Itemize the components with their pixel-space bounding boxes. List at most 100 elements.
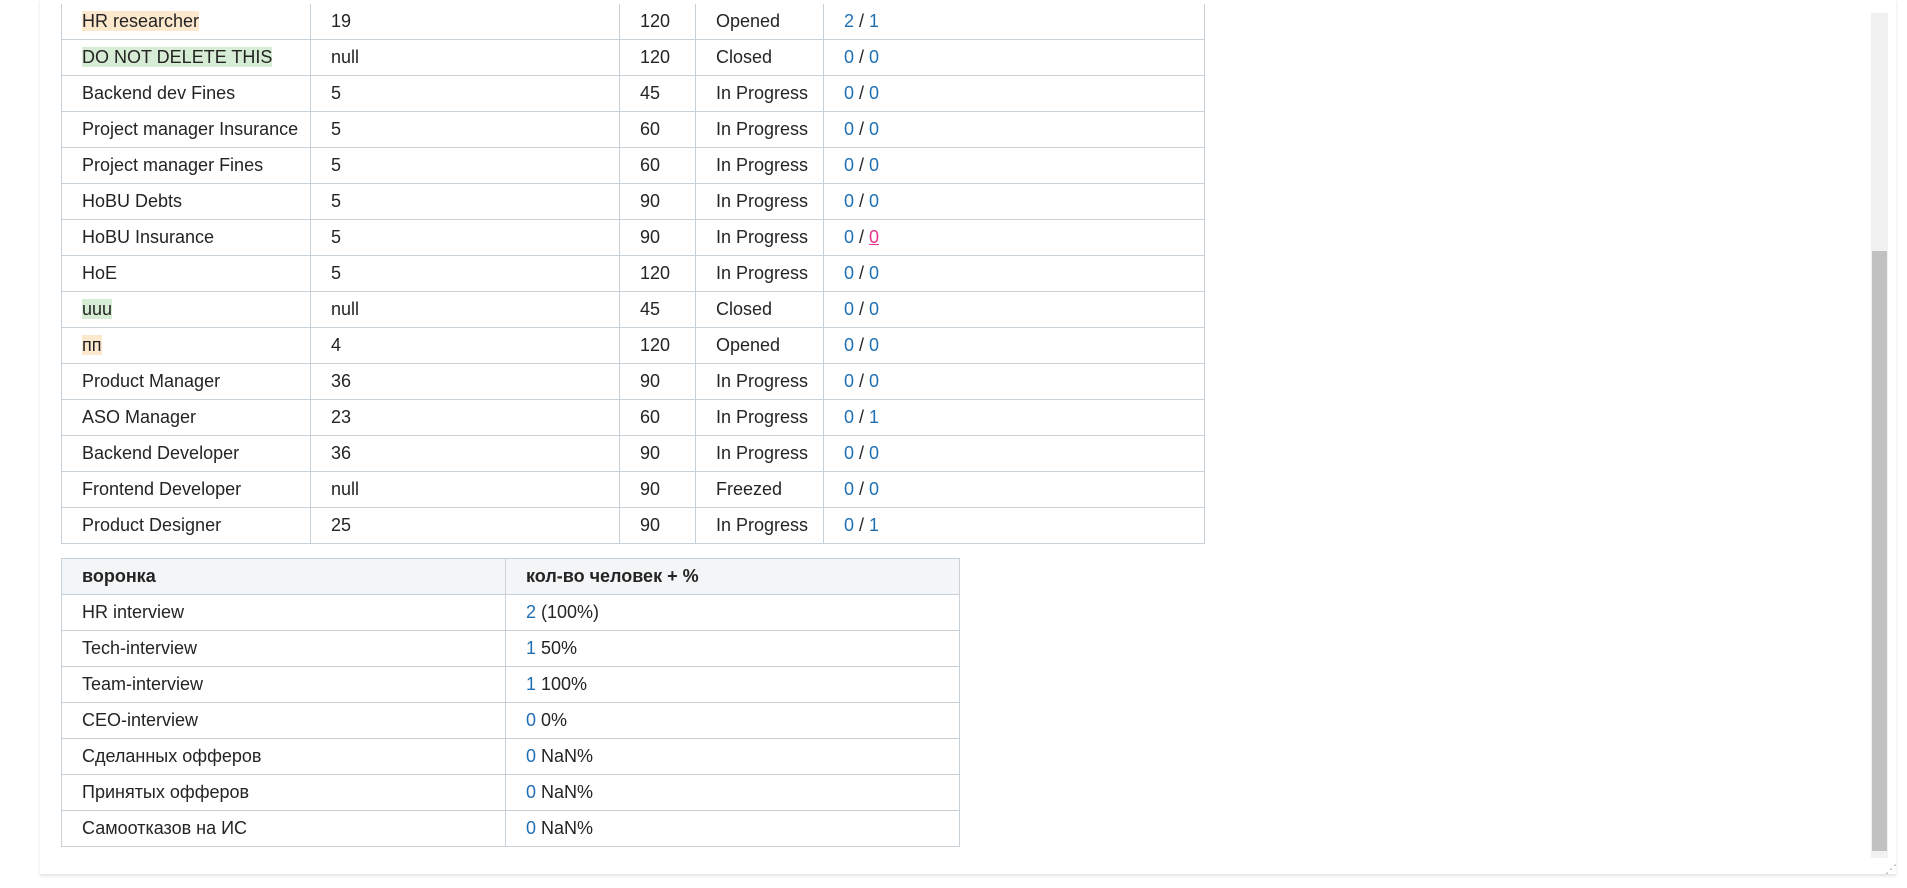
candidates-count-link[interactable]: 0 <box>869 191 880 211</box>
funnel-row: Сделанных офферов 0 NaN% <box>61 738 960 775</box>
candidates-count-link[interactable]: 0 <box>869 335 880 355</box>
funnel-percent: NaN% <box>536 782 594 802</box>
position-candidates-cell: 0 / 0 <box>823 291 1205 328</box>
candidates-separator: / <box>854 83 870 103</box>
position-row: Project manager Insurance 5 60 In Progress 0… <box>61 111 1205 148</box>
candidates-count-link[interactable]: 0 <box>844 515 855 535</box>
position-name: HR researcher <box>82 11 200 31</box>
positions-table: HR researcher 19 120 Opened 2 / 1 DO NOT DELE… <box>61 4 1205 544</box>
funnel-row: HR interview 2 (100%) <box>61 594 960 631</box>
position-candidates-cell: 0 / 0 <box>823 75 1205 112</box>
position-row: HoBU Insurance 5 90 In Progress 0 / 0 <box>61 219 1205 256</box>
position-candidates-cell: 0 / 0 <box>823 39 1205 76</box>
candidates-count-link[interactable]: 0 <box>844 299 855 319</box>
candidates-count-link[interactable]: 0 <box>844 119 855 139</box>
position-row: DO NOT DELETE THIS null 120 Closed 0 / 0 <box>61 39 1205 76</box>
funnel-percent: (100%) <box>536 602 600 622</box>
position-status: In Progress <box>695 435 824 472</box>
candidates-separator: / <box>854 191 870 211</box>
candidates-count-link[interactable]: 0 <box>869 119 880 139</box>
position-name: Backend dev Fines <box>82 83 236 103</box>
candidates-count-link[interactable]: 0 <box>869 443 880 463</box>
candidates-count-link[interactable]: 0 <box>869 299 880 319</box>
funnel-count-link[interactable]: 1 <box>526 638 537 658</box>
funnel-count-link[interactable]: 2 <box>526 602 537 622</box>
candidates-count-link[interactable]: 0 <box>869 227 880 247</box>
funnel-count-cell: 0 NaN% <box>505 738 960 775</box>
position-name: пп <box>82 335 102 355</box>
position-status: In Progress <box>695 399 824 436</box>
candidates-count-link[interactable]: 0 <box>844 155 855 175</box>
funnel-percent: NaN% <box>536 746 594 766</box>
funnel-count-link[interactable]: 0 <box>526 782 537 802</box>
position-candidates-cell: 2 / 1 <box>823 4 1205 40</box>
candidates-count-link[interactable]: 0 <box>869 263 880 283</box>
position-name-cell: Frontend Developer <box>61 471 311 508</box>
position-status: In Progress <box>695 363 824 400</box>
position-name-cell: HR researcher <box>61 4 311 40</box>
position-days: 120 <box>619 255 696 292</box>
position-days: 120 <box>619 4 696 40</box>
candidates-count-link[interactable]: 1 <box>869 515 880 535</box>
candidates-separator: / <box>854 119 870 139</box>
position-status: Freezed <box>695 471 824 508</box>
candidates-count-link[interactable]: 0 <box>844 479 855 499</box>
candidates-count-link[interactable]: 0 <box>844 443 855 463</box>
candidates-count-link[interactable]: 0 <box>844 371 855 391</box>
funnel-percent: NaN% <box>536 818 594 838</box>
position-count: 36 <box>310 435 620 472</box>
position-candidates-cell: 0 / 0 <box>823 435 1205 472</box>
position-row: ASO Manager 23 60 In Progress 0 / 1 <box>61 399 1205 436</box>
funnel-count-link[interactable]: 0 <box>526 746 537 766</box>
position-count: 5 <box>310 219 620 256</box>
position-name: Product Designer <box>82 515 222 535</box>
position-days: 90 <box>619 183 696 220</box>
candidates-count-link[interactable]: 0 <box>869 47 880 67</box>
position-status: Opened <box>695 327 824 364</box>
candidates-count-link[interactable]: 2 <box>844 11 855 31</box>
position-count: null <box>310 291 620 328</box>
candidates-separator: / <box>854 227 870 247</box>
position-name-cell: Backend Developer <box>61 435 311 472</box>
position-candidates-cell: 0 / 0 <box>823 111 1205 148</box>
candidates-count-link[interactable]: 0 <box>844 335 855 355</box>
position-candidates-cell: 0 / 0 <box>823 219 1205 256</box>
position-row: пп 4 120 Opened 0 / 0 <box>61 327 1205 364</box>
position-days: 90 <box>619 363 696 400</box>
position-row: Backend Developer 36 90 In Progress 0 / 0 <box>61 435 1205 472</box>
candidates-count-link[interactable]: 0 <box>869 83 880 103</box>
position-status: In Progress <box>695 219 824 256</box>
position-candidates-cell: 0 / 0 <box>823 255 1205 292</box>
position-status: In Progress <box>695 507 824 544</box>
candidates-count-link[interactable]: 0 <box>844 263 855 283</box>
position-days: 45 <box>619 75 696 112</box>
candidates-count-link[interactable]: 1 <box>869 11 880 31</box>
candidates-count-link[interactable]: 0 <box>869 371 880 391</box>
candidates-count-link[interactable]: 0 <box>844 407 855 427</box>
funnel-count-link[interactable]: 1 <box>526 674 537 694</box>
position-name-cell: uuu <box>61 291 311 328</box>
position-candidates-cell: 0 / 0 <box>823 471 1205 508</box>
funnel-header-row: воронка кол-во человек + % <box>61 558 960 595</box>
funnel-stage: CEO-interview <box>61 702 506 739</box>
vertical-scrollbar[interactable] <box>1871 13 1888 858</box>
funnel-count-link[interactable]: 0 <box>526 818 537 838</box>
candidates-count-link[interactable]: 0 <box>844 47 855 67</box>
position-name-cell: Backend dev Fines <box>61 75 311 112</box>
position-count: 5 <box>310 255 620 292</box>
candidates-count-link[interactable]: 0 <box>844 83 855 103</box>
candidates-count-link[interactable]: 0 <box>844 227 855 247</box>
position-status: In Progress <box>695 111 824 148</box>
position-count: 5 <box>310 147 620 184</box>
position-days: 120 <box>619 327 696 364</box>
candidates-count-link[interactable]: 0 <box>869 155 880 175</box>
candidates-count-link[interactable]: 1 <box>869 407 880 427</box>
funnel-count-link[interactable]: 0 <box>526 710 537 730</box>
position-count: 25 <box>310 507 620 544</box>
position-candidates-cell: 0 / 1 <box>823 399 1205 436</box>
scrollbar-thumb[interactable] <box>1872 251 1887 851</box>
candidates-count-link[interactable]: 0 <box>869 479 880 499</box>
candidates-count-link[interactable]: 0 <box>844 191 855 211</box>
resize-grip-icon[interactable]: ⋰ <box>1885 862 1897 876</box>
position-status: Closed <box>695 291 824 328</box>
